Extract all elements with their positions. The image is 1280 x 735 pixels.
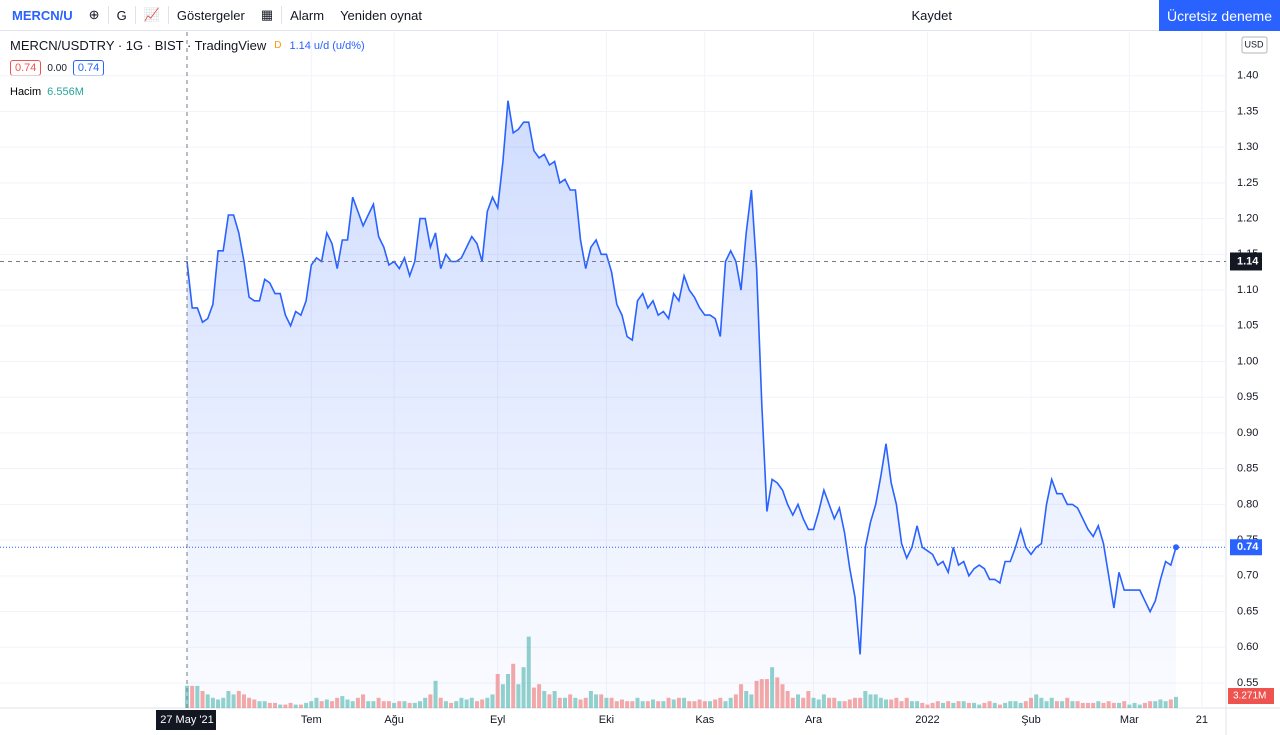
x-tick-label: 27 May '21: [160, 714, 213, 726]
y-tick-label: 1.20: [1237, 213, 1258, 225]
y-tick-label: 0.95: [1237, 391, 1258, 403]
last-price-box: [1230, 539, 1262, 556]
currency-box[interactable]: [1241, 36, 1268, 54]
y-tick-label: 0.85: [1237, 463, 1258, 475]
y-tick-label: 0.70: [1237, 570, 1258, 582]
chart: 0.550.600.650.700.750.800.850.900.951.00…: [0, 32, 1280, 735]
y-tick-label: 0.80: [1237, 498, 1258, 510]
area: [187, 100, 1176, 708]
symbol[interactable]: MERCN/U: [12, 7, 73, 23]
legend: MERCN/USDTRY · 1G · BIST · TradingView D…: [10, 38, 365, 53]
x-tick-label: Mar: [1120, 714, 1139, 726]
y-tick-label: 1.05: [1237, 320, 1258, 332]
y-tick-label: 1.40: [1237, 70, 1258, 82]
volume-name: Hacim: [10, 86, 42, 98]
y-tick-label: 0.60: [1237, 641, 1258, 653]
y-tick-label: 1.25: [1237, 177, 1258, 189]
y-tick-label: 1.00: [1237, 355, 1258, 367]
status: D: [274, 40, 282, 51]
crosshair-price-box: [1230, 252, 1262, 271]
x-tick-label: Ara: [805, 714, 823, 726]
y-tick-label: 1.10: [1237, 284, 1258, 296]
last-point: [1173, 544, 1179, 551]
crosshair-price: 1.14: [1237, 255, 1259, 267]
y-tick-label: 0.65: [1237, 605, 1258, 617]
y-tick-label: 0.90: [1237, 427, 1258, 439]
volume-value: 6.556M: [47, 86, 84, 98]
layouts[interactable]: ▦: [260, 7, 274, 22]
x-tick-label: 2022: [915, 714, 939, 726]
last-price: 0.74: [1237, 541, 1259, 553]
last-volume: 3.271M: [1233, 691, 1266, 702]
volume-legend: Hacim 6.556M: [10, 86, 84, 98]
x-tick-label: Eyl: [490, 714, 505, 726]
last: 1.14 u/d (u/d%): [289, 39, 365, 52]
toolbar: MERCN/U ⊕ G 📈 Göstergeler ▦ Alarm Yenide…: [0, 0, 1280, 31]
crosshair-date-box: [156, 710, 216, 730]
x-tick-label: Kas: [695, 714, 714, 726]
y-tick-label: 0.55: [1237, 677, 1258, 689]
chart-style[interactable]: 📈: [143, 7, 160, 22]
indicators[interactable]: Göstergeler: [176, 7, 245, 23]
save[interactable]: Kaydet: [911, 7, 952, 23]
interval[interactable]: G: [116, 7, 127, 23]
x-tick-label: Eki: [599, 714, 614, 726]
x-tick-label: Ağu: [384, 714, 404, 726]
line: [186, 100, 1177, 655]
x-tick-label: Şub: [1021, 714, 1041, 726]
y-tick-label: 1.35: [1237, 105, 1258, 117]
alarm[interactable]: Alarm: [290, 7, 325, 23]
last-volume-box: [1228, 688, 1274, 704]
change: 0.00: [47, 62, 67, 74]
legend-title: MERCN/USDTRY · 1G · BIST · TradingView: [10, 38, 267, 53]
replay[interactable]: Yeniden oynat: [340, 7, 422, 23]
x-tick-label: 21: [1196, 714, 1208, 726]
trial-button[interactable]: Ücretsiz deneme: [1159, 0, 1280, 31]
currency: USD: [1244, 39, 1264, 49]
add-symbol[interactable]: ⊕: [88, 7, 100, 22]
y-tick-label: 1.30: [1237, 141, 1258, 153]
x-tick-label: Tem: [301, 714, 322, 726]
